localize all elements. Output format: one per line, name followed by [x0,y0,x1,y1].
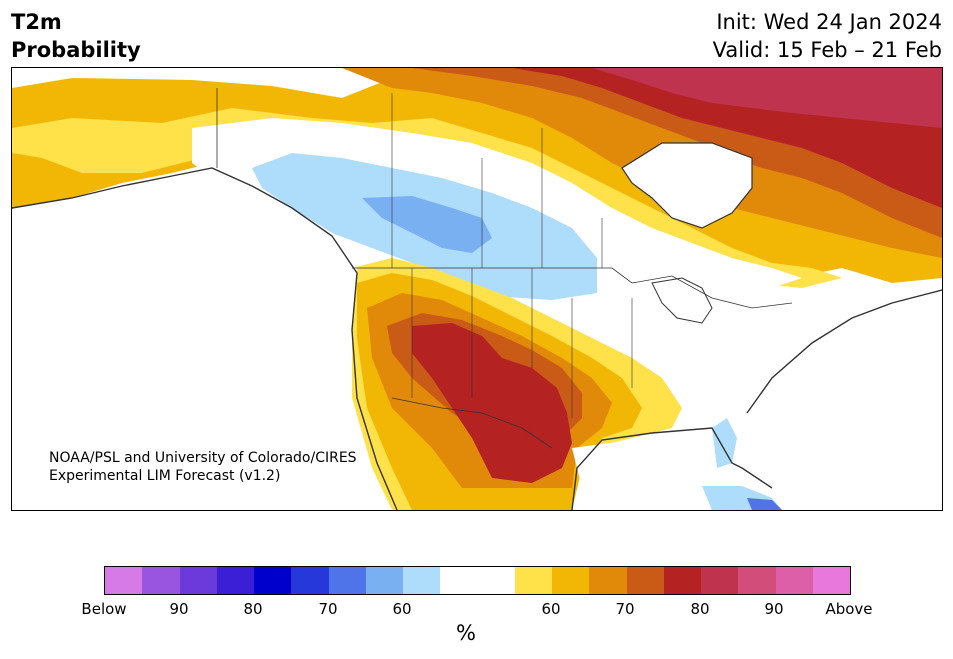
chart-title: T2m Probability [11,8,141,64]
coastline [12,167,942,510]
warm-80-southwest [412,323,572,483]
colorbar-segment [626,567,664,594]
colorbar-segment [365,567,403,594]
atlantic-ocean [737,293,942,510]
border-us-canada [352,267,793,309]
colorbar-segment [254,567,292,594]
gulf-of-mexico [572,428,717,498]
border-us-mexico [391,397,553,449]
title-line-2: Probability [11,38,141,62]
colorbar-segment [552,567,590,594]
warm-85-arctic [592,68,942,128]
colorbar-segment [589,567,627,594]
colorbar-segment [812,567,850,594]
colorbar-tick-90-cold: 90 [169,600,189,618]
credit-line-2: Experimental LIM Forecast (v1.2) [49,468,281,484]
colorbar-segment [775,567,813,594]
hudson-bay [621,142,753,229]
colorbar-segment [701,567,739,594]
cold-region-cuba-core [747,498,782,510]
province-lines [391,93,633,418]
colorbar-tick-above: Above [825,600,873,618]
init-date: Init: Wed 24 Jan 2024 [716,10,942,34]
credit-text: NOAA/PSL and University of Colorado/CIRE… [49,449,357,485]
title-line-1: T2m [11,10,62,34]
colorbar-segment [179,567,217,594]
map-svg [12,68,942,510]
valid-dates: Valid: 15 Feb – 21 Feb [712,38,942,62]
colorbar-segment [328,567,366,594]
colorbar-segment [105,567,143,594]
colorbar-unit: % [456,621,476,645]
colorbar-segment [663,567,701,594]
great-lakes [651,277,713,324]
cold-region-60-65 [362,196,492,253]
forecast-dates: Init: Wed 24 Jan 2024 Valid: 15 Feb – 21… [713,8,942,64]
colorbar-segment [477,567,515,594]
colorbar-segment [440,567,478,594]
colorbar-tick-80-cold: 80 [243,600,263,618]
colorbar-segment [738,567,776,594]
colorbar-tick-below: Below [81,600,127,618]
cold-region-florida [712,418,737,468]
colorbar-segment [216,567,254,594]
colorbar [104,566,851,595]
colorbar-tick-70-cold: 70 [318,600,338,618]
colorbar-segment [403,567,441,594]
colorbar-tick-60-warm: 60 [541,600,561,618]
colorbar-segment [514,567,552,594]
pacific-ocean [12,178,392,510]
colorbar-tick-90-warm: 90 [764,600,784,618]
colorbar-tick-60-cold: 60 [392,600,412,618]
probability-map [11,67,943,511]
credit-line-1: NOAA/PSL and University of Colorado/CIRE… [49,450,357,466]
colorbar-segment [291,567,329,594]
colorbar-tick-70-warm: 70 [615,600,635,618]
colorbar-tick-80-warm: 80 [690,600,710,618]
colorbar-segment [142,567,180,594]
